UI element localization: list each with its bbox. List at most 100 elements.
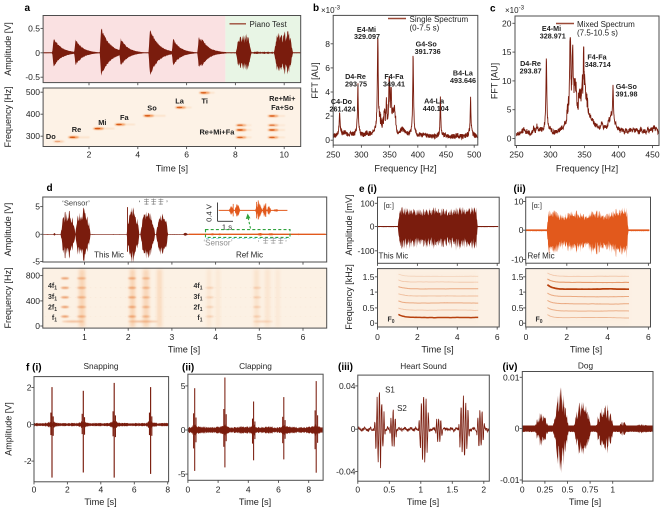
svg-text:4: 4 (246, 485, 251, 495)
svg-text:440.104: 440.104 (423, 104, 449, 113)
svg-text:A4-La: A4-La (424, 96, 445, 105)
svg-text:0: 0 (507, 134, 512, 144)
svg-text:D4-Re: D4-Re (345, 72, 366, 81)
svg-text:Re+Mi+: Re+Mi+ (269, 94, 296, 103)
svg-text:300: 300 (543, 150, 557, 160)
svg-text:2: 2 (415, 332, 420, 342)
svg-text:f (i): f (i) (26, 363, 42, 374)
svg-text:6: 6 (276, 485, 281, 495)
svg-text:1.5: 1.5 (512, 272, 524, 282)
svg-text:F0: F0 (536, 317, 543, 326)
svg-text:Mixed Spectrum: Mixed Spectrum (577, 20, 635, 29)
svg-text:0: 0 (519, 225, 524, 235)
svg-text:Do: Do (46, 132, 56, 141)
svg-text:300: 300 (26, 131, 40, 141)
svg-text:10: 10 (502, 76, 512, 86)
svg-text:’: ’ (285, 238, 287, 247)
svg-text:So: So (147, 104, 157, 113)
svg-text:4f1: 4f1 (48, 283, 57, 292)
svg-text:B4-La: B4-La (453, 69, 474, 78)
svg-text:(ii): (ii) (514, 184, 526, 195)
svg-text:0: 0 (524, 332, 529, 342)
svg-text:5: 5 (507, 105, 512, 115)
svg-text:e (i): e (i) (359, 184, 377, 195)
svg-text:FFT [AU]: FFT [AU] (310, 62, 320, 98)
svg-text:Ref Mic: Ref Mic (236, 251, 263, 260)
svg-text:2: 2 (65, 485, 70, 495)
svg-text:Frequency [Hz]: Frequency [Hz] (3, 86, 13, 147)
svg-text:493.646: 493.646 (450, 76, 476, 85)
svg-text:6: 6 (301, 332, 306, 342)
svg-text:2: 2 (27, 383, 32, 393)
svg-text:0: 0 (325, 135, 330, 145)
svg-text:Re+Mi+Fa: Re+Mi+Fa (199, 128, 235, 137)
svg-text:Snapping: Snapping (83, 361, 118, 371)
svg-text:0.25: 0.25 (537, 485, 554, 495)
svg-text:328.971: 328.971 (540, 31, 566, 40)
svg-text:Time [s]: Time [s] (569, 497, 601, 507)
svg-text:15: 15 (502, 47, 512, 57)
svg-text:4: 4 (98, 485, 103, 495)
svg-text:8: 8 (325, 39, 330, 49)
svg-text:S1: S1 (385, 386, 395, 395)
svg-text:4: 4 (135, 150, 140, 160)
svg-text:0: 0 (35, 229, 40, 239)
svg-text:250: 250 (509, 150, 523, 160)
svg-text:-5: -5 (178, 469, 186, 479)
svg-text:Time [s]: Time [s] (156, 164, 188, 174)
svg-text:349.41: 349.41 (383, 80, 405, 89)
svg-text:6: 6 (184, 150, 189, 160)
svg-text:f1: f1 (52, 315, 57, 324)
svg-text:G4-So: G4-So (416, 39, 438, 48)
svg-text:This Mic: This Mic (379, 252, 409, 261)
svg-text:800: 800 (26, 271, 40, 281)
svg-text:f1: f1 (197, 315, 202, 324)
svg-text:×10-3: ×10-3 (505, 5, 525, 16)
svg-text:8: 8 (233, 150, 238, 160)
svg-text:This Mic: This Mic (94, 251, 124, 260)
svg-text:6: 6 (646, 332, 651, 342)
svg-text:Frequency [Hz]: Frequency [Hz] (3, 267, 13, 328)
svg-text:(iii): (iii) (338, 362, 353, 373)
svg-text:0: 0 (32, 485, 37, 495)
svg-text:Amplitude [V]: Amplitude [V] (3, 203, 13, 257)
svg-text:0: 0 (35, 48, 40, 58)
svg-text:-10: -10 (511, 255, 524, 265)
svg-text:0: 0 (375, 332, 380, 342)
svg-text:0.5: 0.5 (383, 485, 395, 495)
svg-text:8: 8 (306, 485, 311, 495)
svg-text:(0-7.5 s): (0-7.5 s) (410, 24, 440, 33)
svg-text:250: 250 (326, 150, 340, 160)
svg-text:-5: -5 (32, 257, 40, 267)
svg-text:Frequency [Hz]: Frequency [Hz] (556, 164, 618, 174)
svg-text:Amplitude [V]: Amplitude [V] (4, 402, 14, 456)
svg-text:b: b (313, 3, 319, 14)
svg-text:a: a (25, 3, 31, 14)
svg-text:350: 350 (577, 150, 591, 160)
svg-text:Dog: Dog (578, 361, 594, 371)
svg-text:1.5: 1.5 (446, 485, 458, 495)
svg-text:Re: Re (72, 125, 81, 134)
svg-text:4: 4 (213, 332, 218, 342)
svg-text:Time [s]: Time [s] (84, 497, 116, 507)
svg-text:Amplitude [V]: Amplitude [V] (3, 22, 13, 76)
svg-text:-0.04: -0.04 (336, 467, 356, 477)
svg-text:FFT [AU]: FFT [AU] (490, 63, 500, 99)
svg-text:0: 0 (351, 424, 356, 434)
svg-text:0: 0 (35, 321, 40, 331)
svg-text:D4-Re: D4-Re (520, 59, 541, 68)
svg-text:Mi: Mi (98, 118, 106, 127)
svg-text:6: 6 (325, 63, 330, 73)
svg-text:261.424: 261.424 (330, 105, 356, 114)
svg-text:350: 350 (383, 150, 397, 160)
svg-text:1.5: 1.5 (363, 272, 375, 282)
svg-text:400: 400 (411, 150, 425, 160)
svg-text:4f1: 4f1 (193, 283, 202, 292)
svg-text:293.87: 293.87 (520, 66, 542, 75)
svg-text:Frequency [kHz]: Frequency [kHz] (344, 264, 354, 330)
svg-text:6: 6 (495, 332, 500, 342)
svg-text:0: 0 (186, 485, 191, 495)
svg-text:0.4 V: 0.4 V (205, 203, 214, 222)
svg-text:(ii): (ii) (182, 363, 194, 374)
svg-text:Amplitude [mV]: Amplitude [mV] (344, 194, 354, 255)
